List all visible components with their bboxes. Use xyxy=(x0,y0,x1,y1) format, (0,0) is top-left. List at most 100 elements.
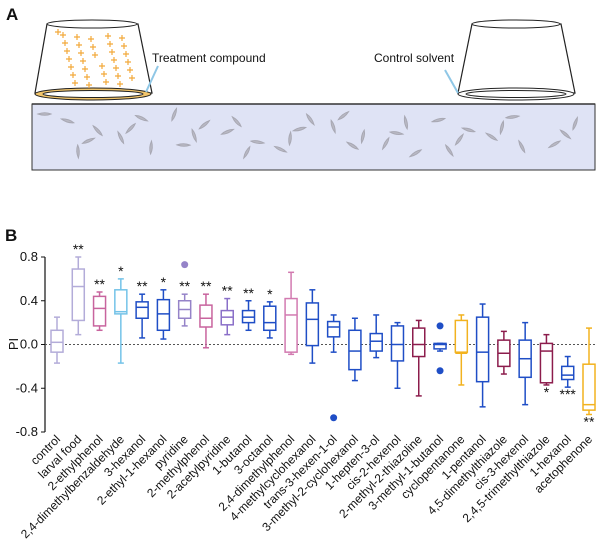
control-label: Control solvent xyxy=(374,51,455,65)
y-tick-label: -0.4 xyxy=(16,380,38,395)
box xyxy=(582,363,596,411)
larva xyxy=(175,143,192,147)
plus-mark xyxy=(66,56,72,62)
larva xyxy=(484,132,499,141)
plus-mark xyxy=(123,51,129,57)
treatment-cup xyxy=(34,23,153,94)
plus-mark xyxy=(113,65,119,71)
larva xyxy=(403,114,408,131)
plus-mark xyxy=(99,63,105,69)
significance: ** xyxy=(94,276,105,292)
larva xyxy=(360,128,366,145)
plus-mark xyxy=(117,81,123,87)
significance: * xyxy=(118,263,124,279)
larva xyxy=(81,137,96,144)
plus-mark xyxy=(121,43,127,49)
compound-marks xyxy=(55,29,135,88)
significance: ** xyxy=(201,278,212,294)
significance: * xyxy=(267,286,273,302)
larva xyxy=(444,143,454,158)
plus-mark xyxy=(70,72,76,78)
disc-inner xyxy=(42,90,144,98)
plus-mark xyxy=(72,80,78,86)
box xyxy=(412,327,426,358)
larva xyxy=(125,122,137,135)
outlier xyxy=(181,261,189,269)
panel-label: A xyxy=(6,5,18,24)
y-tick-label: -0.8 xyxy=(16,424,38,439)
larva xyxy=(460,127,477,133)
plus-mark xyxy=(119,35,125,41)
larva xyxy=(454,133,464,146)
plus-mark xyxy=(76,42,82,48)
larva xyxy=(499,119,505,136)
significance: *** xyxy=(560,386,577,402)
box xyxy=(326,320,341,338)
box xyxy=(475,316,490,383)
larva xyxy=(288,130,292,147)
pointer xyxy=(145,65,159,93)
box xyxy=(114,289,128,315)
plus-mark xyxy=(80,58,86,64)
arena xyxy=(31,103,596,171)
box xyxy=(348,329,362,371)
box xyxy=(71,268,86,322)
larva xyxy=(504,115,521,119)
plus-mark xyxy=(84,74,90,80)
outlier xyxy=(330,414,338,422)
larva xyxy=(92,124,103,137)
larva xyxy=(330,119,336,135)
larva xyxy=(243,145,251,160)
significance: ** xyxy=(137,278,148,294)
outlier xyxy=(436,322,444,330)
plus-mark xyxy=(127,67,133,73)
plus-mark xyxy=(107,41,113,47)
larva xyxy=(76,143,80,160)
larvae xyxy=(36,107,578,160)
larva xyxy=(430,117,447,123)
plus-mark xyxy=(92,52,98,58)
significance: ** xyxy=(584,414,595,430)
larva xyxy=(231,115,242,128)
plus-mark xyxy=(129,75,135,81)
y-tick-label: 0.0 xyxy=(20,337,38,352)
plus-mark xyxy=(82,66,88,72)
significance: ** xyxy=(73,241,84,257)
plus-mark xyxy=(101,71,107,77)
larva xyxy=(518,139,526,154)
y-tick-label: 0.8 xyxy=(20,249,38,264)
plus-mark xyxy=(60,32,66,38)
larva xyxy=(59,118,75,124)
cup-rim xyxy=(471,19,561,29)
pointer xyxy=(444,69,459,94)
plus-mark xyxy=(68,64,74,70)
cup-rim xyxy=(46,19,138,29)
outlier xyxy=(436,367,444,375)
plus-mark xyxy=(64,48,70,54)
y-tick-label: 0.4 xyxy=(20,293,38,308)
plus-mark xyxy=(62,40,68,46)
plus-mark xyxy=(109,49,115,55)
plus-mark xyxy=(125,59,131,65)
significance: * xyxy=(544,384,550,400)
larva xyxy=(388,131,405,135)
plus-mark xyxy=(86,82,92,88)
box xyxy=(539,342,554,384)
larva xyxy=(559,129,572,140)
box xyxy=(135,301,149,319)
significance: ** xyxy=(243,285,254,301)
larva xyxy=(345,141,360,150)
box xyxy=(156,298,171,332)
larva xyxy=(36,112,53,116)
larva xyxy=(305,113,315,126)
larva xyxy=(149,139,153,156)
plus-mark xyxy=(74,34,80,40)
larva xyxy=(291,126,308,132)
plus-mark xyxy=(105,33,111,39)
plus-mark xyxy=(103,79,109,85)
disc-inner xyxy=(465,90,567,98)
plus-mark xyxy=(78,50,84,56)
plus-mark xyxy=(111,57,117,63)
panel-label: B xyxy=(5,226,17,245)
